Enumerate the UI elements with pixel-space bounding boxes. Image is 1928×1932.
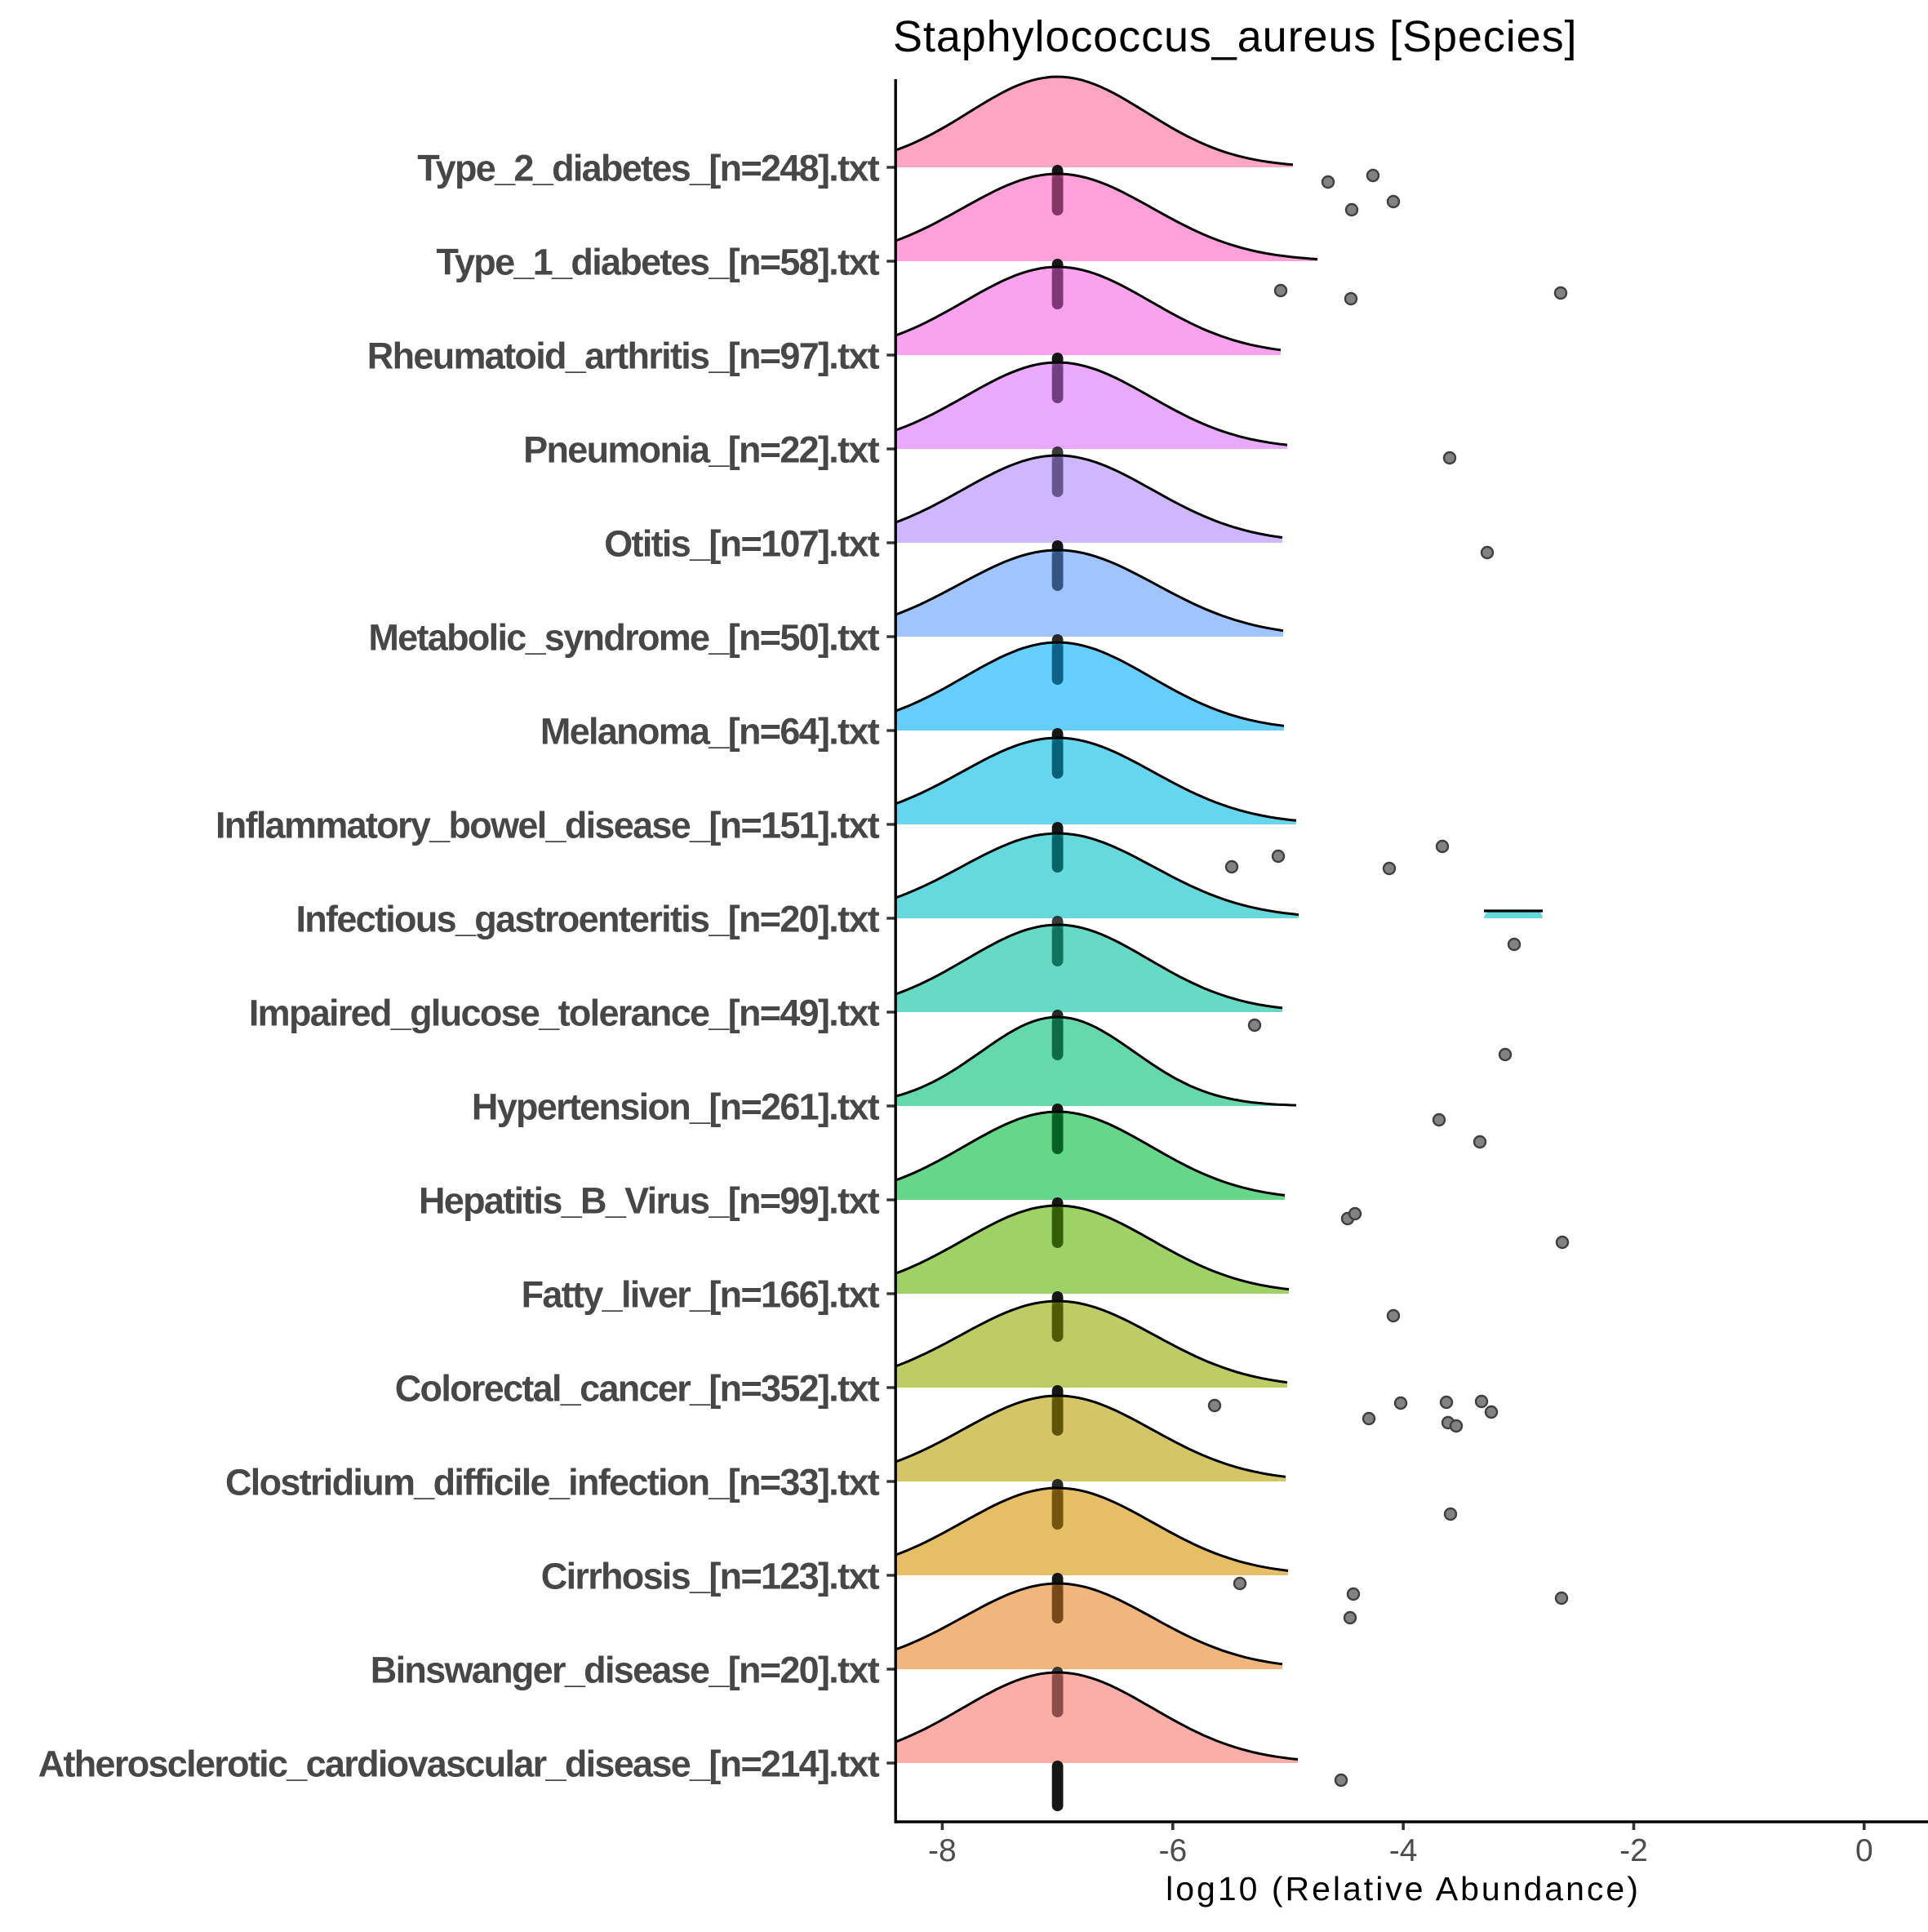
svg-text:Clostridium_difficile_infectio: Clostridium_difficile_infection_[n=33].t… xyxy=(225,1462,880,1503)
svg-text:Hypertension_[n=261].txt: Hypertension_[n=261].txt xyxy=(472,1086,880,1128)
svg-text:Metabolic_syndrome_[n=50].txt: Metabolic_syndrome_[n=50].txt xyxy=(368,617,879,659)
svg-text:Melanoma_[n=64].txt: Melanoma_[n=64].txt xyxy=(540,711,880,753)
svg-text:-4: -4 xyxy=(1389,1833,1418,1868)
svg-text:Type_1_diabetes_[n=58].txt: Type_1_diabetes_[n=58].txt xyxy=(437,242,880,283)
svg-text:0: 0 xyxy=(1855,1833,1873,1868)
svg-text:Impaired_glucose_tolerance_[n=: Impaired_glucose_tolerance_[n=49].txt xyxy=(249,993,880,1034)
svg-text:-8: -8 xyxy=(928,1833,957,1868)
svg-text:Otitis_[n=107].txt: Otitis_[n=107].txt xyxy=(604,523,879,565)
svg-text:Infectious_gastroenteritis_[n=: Infectious_gastroenteritis_[n=20].txt xyxy=(295,899,879,940)
svg-text:Cirrhosis_[n=123].txt: Cirrhosis_[n=123].txt xyxy=(541,1556,880,1597)
svg-text:Atherosclerotic_cardiovascular: Atherosclerotic_cardiovascular_disease_[… xyxy=(38,1743,880,1785)
svg-text:Colorectal_cancer_[n=352].txt: Colorectal_cancer_[n=352].txt xyxy=(395,1368,880,1410)
svg-text:Type_2_diabetes_[n=248].txt: Type_2_diabetes_[n=248].txt xyxy=(417,148,880,189)
svg-text:Inflammatory_bowel_disease_[n=: Inflammatory_bowel_disease_[n=151].txt xyxy=(215,805,880,846)
svg-text:Pneumonia_[n=22].txt: Pneumonia_[n=22].txt xyxy=(523,429,880,471)
svg-text:Fatty_liver_[n=166].txt: Fatty_liver_[n=166].txt xyxy=(522,1274,880,1316)
svg-text:Staphylococcus_aureus [Species: Staphylococcus_aureus [Species] xyxy=(893,12,1577,61)
svg-text:Rheumatoid_arthritis_[n=97].tx: Rheumatoid_arthritis_[n=97].txt xyxy=(367,335,880,377)
svg-text:-6: -6 xyxy=(1158,1833,1187,1868)
svg-text:log10 (Relative Abundance): log10 (Relative Abundance) xyxy=(1166,1870,1641,1908)
svg-text:Hepatitis_B_Virus_[n=99].txt: Hepatitis_B_Virus_[n=99].txt xyxy=(419,1180,880,1222)
svg-text:-2: -2 xyxy=(1619,1833,1648,1868)
svg-text:Binswanger_disease_[n=20].txt: Binswanger_disease_[n=20].txt xyxy=(371,1650,880,1691)
